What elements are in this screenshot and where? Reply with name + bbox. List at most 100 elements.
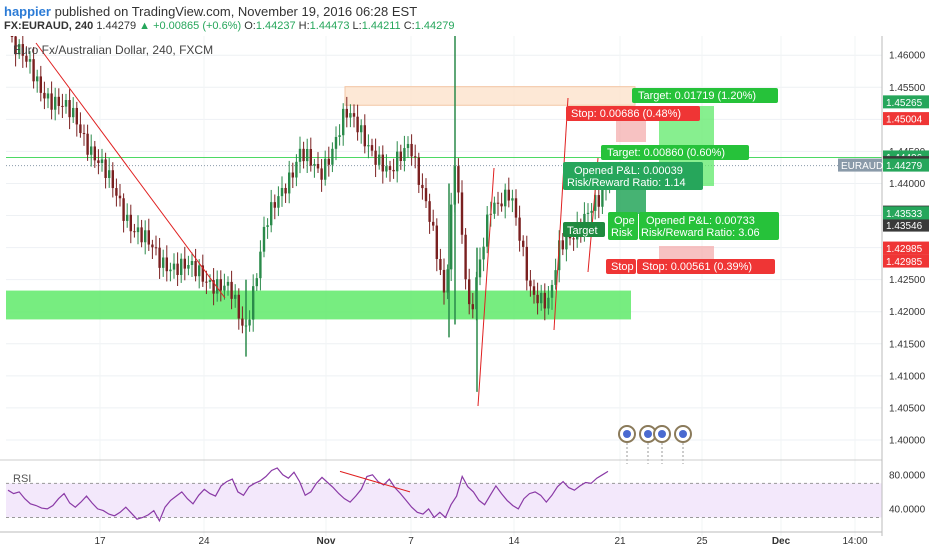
- symbol-tag: [838, 158, 882, 172]
- last-price: 1.44279: [96, 20, 137, 32]
- price-change: ▲ +0.00865 (+0.6%): [139, 20, 242, 32]
- candle-body: [266, 225, 269, 227]
- x-tick-label: 24: [198, 536, 210, 547]
- y-tick-label: 1.41500: [889, 339, 926, 350]
- candle-body: [338, 135, 341, 137]
- candle-body: [504, 189, 507, 207]
- candle-body: [100, 159, 104, 163]
- candle-body: [295, 161, 298, 178]
- low-value: 1.44211: [361, 20, 401, 32]
- chart-area[interactable]: Target: 0.01719 (1.20%) Stop: 0.00686 (0.…: [0, 36, 932, 550]
- trendline: [553, 97, 569, 331]
- candle-body: [259, 251, 262, 279]
- candle-body: [586, 212, 590, 214]
- candle-body: [417, 157, 420, 185]
- candle-body: [237, 294, 240, 319]
- candle-body: [36, 76, 39, 82]
- grid: [6, 36, 882, 536]
- candle-body: [525, 246, 528, 281]
- x-tick-label: Dec: [772, 536, 791, 547]
- candle-body: [396, 151, 399, 172]
- chart-header: happier published on TradingView.com, No…: [4, 4, 417, 19]
- candle-body: [144, 230, 147, 243]
- candle-body: [403, 148, 406, 161]
- position-tools[interactable]: Target: 0.01719 (1.20%) Stop: 0.00686 (0.…: [563, 88, 779, 274]
- trendlines: [35, 42, 599, 407]
- y-tick-label: 1.42500: [889, 275, 926, 286]
- candle-body: [450, 204, 453, 270]
- candle-body: [529, 280, 532, 287]
- stop-label: Stop: [611, 261, 634, 273]
- candle-body: [518, 217, 521, 241]
- author-name[interactable]: happier: [4, 4, 51, 19]
- candle-body: [410, 143, 413, 157]
- candle-body: [590, 210, 593, 213]
- candle-body: [493, 202, 496, 214]
- trendline: [35, 42, 226, 299]
- candle-body: [248, 319, 251, 326]
- candle-body: [126, 214, 129, 221]
- event-marker-icon: [644, 430, 652, 438]
- candle-body: [460, 192, 464, 235]
- candlestick-series: [10, 36, 611, 392]
- pnl-label: Ope: [614, 215, 635, 227]
- candle-body: [158, 247, 161, 268]
- candle-body: [374, 150, 377, 165]
- open-label: O:: [244, 20, 256, 32]
- candle-body: [514, 198, 518, 218]
- event-markers[interactable]: [618, 425, 692, 464]
- candle-body: [471, 304, 474, 310]
- candle-body: [421, 184, 424, 189]
- x-tick-label: 21: [614, 536, 626, 547]
- candle-body: [104, 159, 107, 178]
- candle-body: [205, 281, 208, 283]
- y-tick-label: 1.42000: [889, 307, 926, 318]
- rr-label: Risk/Reward Ratio: 1.14: [567, 177, 686, 189]
- candle-body: [356, 116, 359, 133]
- candle-body: [306, 148, 309, 162]
- target-label: Target: 0.01719 (1.20%): [638, 90, 756, 102]
- price-tag-label: 1.42985: [886, 257, 923, 268]
- candle-body: [320, 168, 323, 180]
- candle-body: [162, 257, 165, 268]
- trendline: [477, 167, 495, 407]
- price-tag: [883, 241, 929, 255]
- event-marker-icon: [623, 430, 631, 438]
- candle-body: [187, 265, 190, 269]
- candle-body: [522, 240, 525, 247]
- high-value: 1.44473: [309, 20, 350, 32]
- candle-body: [349, 113, 352, 118]
- published-info: published on TradingView.com, November 1…: [54, 4, 418, 19]
- candle-body: [165, 257, 168, 272]
- candle-body: [540, 292, 543, 304]
- candle-body: [230, 281, 233, 299]
- candle-body: [486, 214, 489, 247]
- horizontal-lines: [6, 156, 882, 167]
- candle-body: [277, 196, 280, 208]
- rr-label: Risk: [611, 227, 633, 239]
- candle-body: [97, 160, 100, 163]
- candle-body: [324, 158, 327, 180]
- price-tag: [883, 158, 929, 172]
- candle-body: [198, 265, 201, 277]
- candle-body: [572, 238, 575, 240]
- price-tag-label: 1.42985: [886, 244, 923, 255]
- candle-body: [270, 202, 273, 226]
- candle-body: [108, 170, 111, 178]
- candle-body: [378, 154, 381, 165]
- candle-body: [442, 269, 446, 293]
- candle-body: [208, 280, 212, 283]
- candle-body: [25, 55, 28, 62]
- price-tag-label: 1.43533: [886, 209, 923, 220]
- candle-body: [424, 188, 428, 202]
- price-tag: [883, 206, 929, 220]
- candle-body: [50, 93, 53, 110]
- candle-body: [90, 146, 93, 155]
- candle-body: [32, 59, 35, 82]
- pnl-label: Opened P&L: 0.00039: [574, 165, 683, 177]
- rsi-line: [7, 467, 609, 523]
- candle-body: [111, 170, 114, 189]
- candle-body: [241, 318, 244, 326]
- candle-body: [482, 246, 485, 260]
- candle-body: [478, 259, 482, 278]
